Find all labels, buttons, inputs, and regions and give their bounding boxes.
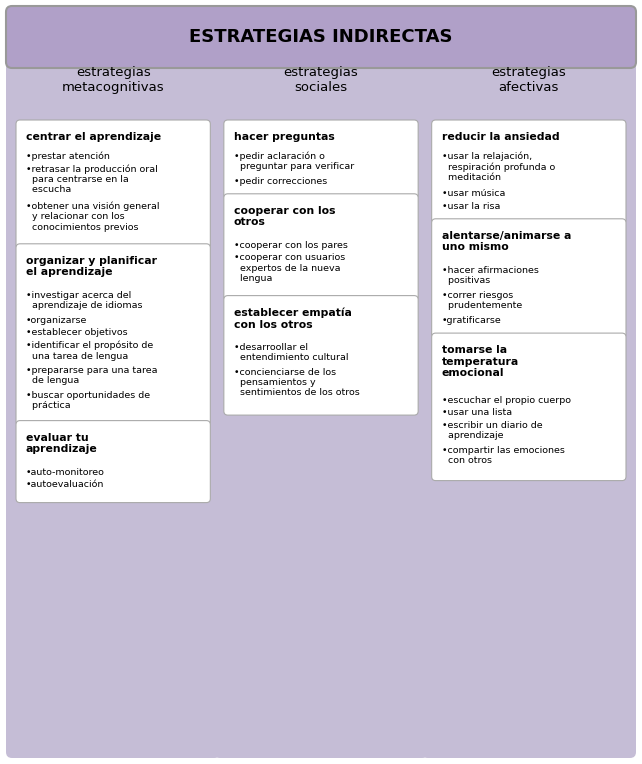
FancyBboxPatch shape (431, 120, 626, 224)
Text: •usar la relajación,
  respiración profunda o
  meditación: •usar la relajación, respiración profund… (442, 151, 555, 183)
Text: •escribir un diario de
  aprendizaje: •escribir un diario de aprendizaje (442, 421, 542, 440)
Text: •prepararse para una tarea
  de lengua: •prepararse para una tarea de lengua (26, 366, 157, 385)
Text: evaluar tu
aprendizaje: evaluar tu aprendizaje (26, 432, 98, 455)
Text: •establecer objetivos: •establecer objetivos (26, 329, 128, 337)
Text: hacer preguntas: hacer preguntas (234, 132, 334, 142)
Text: •buscar oportunidades de
  práctica: •buscar oportunidades de práctica (26, 391, 150, 410)
Text: centrar el aprendizaje: centrar el aprendizaje (26, 132, 161, 142)
FancyBboxPatch shape (16, 120, 211, 249)
Text: •cooperar con usuarios
  expertos de la nueva
  lengua: •cooperar con usuarios expertos de la nu… (234, 254, 345, 283)
FancyBboxPatch shape (431, 333, 626, 481)
Text: •concienciarse de los
  pensamientos y
  sentimientos de los otros: •concienciarse de los pensamientos y sen… (234, 367, 360, 397)
Text: •gratificarse: •gratificarse (442, 316, 501, 325)
FancyBboxPatch shape (224, 194, 418, 301)
Text: •identificar el propósito de
  una tarea de lengua: •identificar el propósito de una tarea d… (26, 341, 153, 361)
FancyBboxPatch shape (214, 41, 428, 758)
FancyBboxPatch shape (6, 41, 220, 758)
Text: •retrasar la producción oral
  para centrarse en la
  escucha: •retrasar la producción oral para centra… (26, 164, 158, 194)
FancyBboxPatch shape (16, 421, 211, 503)
FancyBboxPatch shape (224, 120, 418, 199)
Text: •prestar atención: •prestar atención (26, 151, 110, 161)
Text: •organizarse: •organizarse (26, 316, 87, 325)
FancyBboxPatch shape (431, 219, 626, 338)
Text: •escuchar el propio cuerpo: •escuchar el propio cuerpo (442, 396, 571, 405)
Text: •investigar acerca del
  aprendizaje de idiomas: •investigar acerca del aprendizaje de id… (26, 291, 143, 310)
Text: •hacer afirmaciones
  positivas: •hacer afirmaciones positivas (442, 266, 539, 285)
Text: •desarroollar el
  entendimiento cultural: •desarroollar el entendimiento cultural (234, 342, 349, 362)
Text: •usar la risa: •usar la risa (442, 202, 500, 211)
FancyBboxPatch shape (6, 6, 636, 68)
Text: estrategias
sociales: estrategias sociales (284, 66, 358, 94)
Text: establecer empatía
con los otros: establecer empatía con los otros (234, 308, 352, 330)
FancyBboxPatch shape (422, 41, 636, 758)
Text: •auto-monitoreo: •auto-monitoreo (26, 468, 105, 477)
Text: estrategias
metacognitivas: estrategias metacognitivas (62, 66, 164, 94)
Text: •usar música: •usar música (442, 189, 505, 198)
Text: organizar y planificar
el aprendizaje: organizar y planificar el aprendizaje (26, 256, 157, 277)
Text: •pedir aclaración o
  preguntar para verificar: •pedir aclaración o preguntar para verif… (234, 151, 354, 171)
Text: reducir la ansiedad: reducir la ansiedad (442, 132, 559, 142)
Text: •compartir las emociones
  con otros: •compartir las emociones con otros (442, 445, 564, 465)
Text: ESTRATEGIAS INDIRECTAS: ESTRATEGIAS INDIRECTAS (189, 28, 453, 46)
Text: •obtener una visión general
  y relacionar con los
  conocimientos previos: •obtener una visión general y relacionar… (26, 202, 159, 231)
Text: estrategias
afectivas: estrategias afectivas (492, 66, 566, 94)
Text: tomarse la
temperatura
emocional: tomarse la temperatura emocional (442, 345, 519, 378)
FancyBboxPatch shape (224, 296, 418, 415)
Text: •cooperar con los pares: •cooperar con los pares (234, 241, 348, 250)
Text: •usar una lista: •usar una lista (442, 408, 512, 417)
Text: •autoevaluación: •autoevaluación (26, 480, 105, 489)
Text: alentarse/animarse a
uno mismo: alentarse/animarse a uno mismo (442, 231, 571, 252)
Text: •pedir correcciones: •pedir correcciones (234, 176, 327, 186)
Text: cooperar con los
otros: cooperar con los otros (234, 206, 335, 228)
FancyBboxPatch shape (16, 244, 211, 426)
Text: •correr riesgos
  prudentemente: •correr riesgos prudentemente (442, 291, 522, 310)
